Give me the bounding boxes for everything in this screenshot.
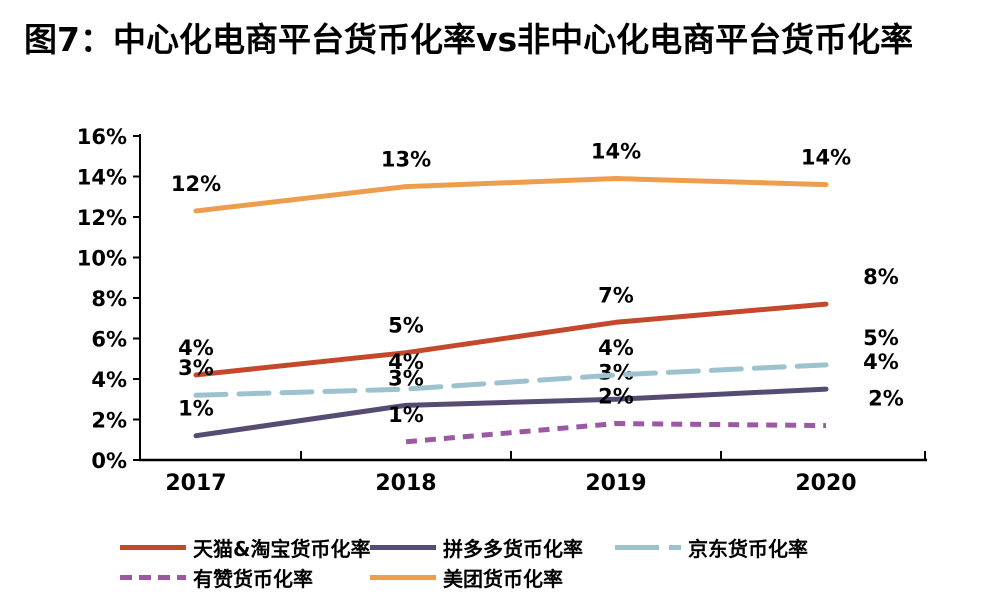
y-tick-label: 6% (91, 328, 127, 352)
data-point-label-tmall-taobao: 5% (388, 314, 424, 338)
legend-label-youzan: 有赞货币化率 (193, 566, 313, 591)
x-tick-label: 2019 (585, 471, 646, 496)
data-point-label-jd: 5% (863, 326, 899, 350)
data-point-label-meituan: 14% (801, 146, 851, 170)
monetization-rate-chart: 0% 2% 4% 6% 8% 10% 12% 14% 16% 2017 2018 2019 2020 4%… (77, 125, 927, 496)
series-line-tmall-taobao (193, 301, 829, 378)
legend-label-jd: 京东货币化率 (688, 536, 808, 561)
legend-label-meituan: 美团货币化率 (443, 566, 563, 591)
data-point-label-youzan: 2% (868, 387, 904, 411)
y-tick-label: 2% (91, 409, 127, 433)
data-point-label-jd: 3% (178, 356, 214, 380)
y-tick-label: 4% (91, 368, 127, 392)
y-tick-label: 14% (77, 166, 127, 190)
data-point-label-tmall-taobao: 7% (598, 283, 634, 307)
data-point-label-meituan: 13% (381, 148, 431, 172)
legend-item-tmall-taobao: 天猫&淘宝货币化率 (120, 536, 370, 561)
legend-swatch-youzan (120, 574, 186, 580)
data-point-label-youzan: 1% (388, 403, 424, 427)
y-tick-label: 8% (91, 287, 127, 311)
figure-title: 图7：中心化电商平台货币化率vs非中心化电商平台货币化率 (24, 20, 914, 59)
series-line-youzan (405, 421, 827, 445)
legend-swatch-meituan (370, 574, 436, 580)
legend-swatch-pinduoduo (370, 544, 436, 550)
legend-swatch-jd (615, 544, 681, 550)
data-point-label-meituan: 14% (591, 140, 641, 164)
x-tick-label: 2017 (165, 471, 226, 496)
data-point-label-tmall-taobao: 8% (863, 265, 899, 289)
y-tick-label: 16% (77, 125, 127, 149)
legend-item-youzan: 有赞货币化率 (120, 566, 313, 591)
legend-item-pinduoduo: 拼多多货币化率 (370, 536, 583, 561)
y-tick-label: 10% (77, 247, 127, 271)
x-tick-label: 2018 (375, 471, 436, 496)
data-point-label-pinduoduo: 4% (863, 350, 899, 374)
data-point-label-jd: 4% (598, 336, 634, 360)
data-point-label-youzan: 2% (598, 385, 634, 409)
series-line-jd (193, 362, 829, 398)
data-point-label-meituan: 12% (171, 172, 221, 196)
legend-label-tmall-taobao: 天猫&淘宝货币化率 (193, 536, 371, 561)
data-point-label-tmall-taobao: 4% (178, 336, 214, 360)
y-tick-label: 12% (77, 206, 127, 230)
legend-item-meituan: 美团货币化率 (370, 566, 563, 591)
y-tick-label: 0% (91, 449, 127, 473)
data-point-label-pinduoduo: 1% (178, 397, 214, 421)
x-tick-label: 2020 (795, 471, 856, 496)
series-line-meituan (193, 176, 829, 214)
series-line-pinduoduo (193, 386, 829, 439)
legend-item-jd: 京东货币化率 (615, 536, 808, 561)
legend-label-pinduoduo: 拼多多货币化率 (443, 536, 583, 561)
data-point-label-jd: 4% (388, 350, 424, 374)
legend-swatch-tmall-taobao (120, 544, 186, 550)
